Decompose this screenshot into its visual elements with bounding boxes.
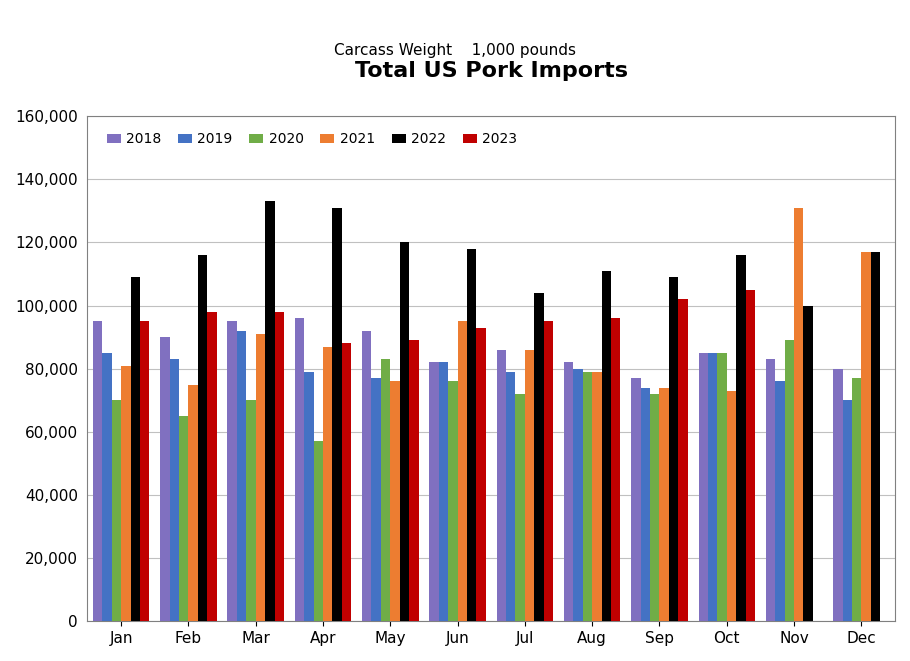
Bar — [130, 277, 140, 621]
Bar — [534, 293, 544, 621]
Bar — [237, 331, 247, 621]
Bar — [573, 369, 582, 621]
Bar — [592, 372, 602, 621]
Bar — [717, 353, 727, 621]
Bar — [794, 208, 804, 621]
Bar — [727, 391, 736, 621]
Bar — [197, 255, 207, 621]
Bar — [430, 362, 439, 621]
Bar — [179, 416, 188, 621]
Bar — [602, 271, 611, 621]
Bar — [582, 372, 592, 621]
Bar — [228, 321, 237, 621]
Bar — [458, 321, 467, 621]
Bar — [93, 321, 102, 621]
Bar — [766, 359, 775, 621]
Bar — [121, 366, 130, 621]
Bar — [871, 252, 880, 621]
Bar — [775, 381, 784, 621]
Bar — [544, 321, 553, 621]
Bar — [390, 381, 399, 621]
Bar — [448, 381, 458, 621]
Bar — [564, 362, 573, 621]
Bar — [525, 350, 534, 621]
Bar — [497, 350, 506, 621]
Bar — [439, 362, 448, 621]
Bar — [515, 394, 525, 621]
Bar — [632, 378, 641, 621]
Bar — [699, 353, 708, 621]
Bar — [745, 290, 755, 621]
Bar — [467, 249, 477, 621]
Bar — [843, 401, 852, 621]
Legend: 2018, 2019, 2020, 2021, 2022, 2023: 2018, 2019, 2020, 2021, 2022, 2023 — [103, 128, 521, 151]
Bar — [381, 359, 390, 621]
Bar — [207, 312, 217, 621]
Bar — [304, 372, 314, 621]
Bar — [410, 340, 419, 621]
Bar — [265, 202, 275, 621]
Bar — [399, 243, 410, 621]
Bar — [160, 337, 169, 621]
Bar — [804, 305, 813, 621]
Bar — [314, 442, 323, 621]
Bar — [188, 385, 197, 621]
Bar — [140, 321, 149, 621]
Text: Carcass Weight    1,000 pounds: Carcass Weight 1,000 pounds — [334, 43, 576, 58]
Bar — [275, 312, 284, 621]
Bar — [611, 318, 621, 621]
Bar — [169, 359, 179, 621]
Bar — [332, 208, 342, 621]
Bar — [641, 387, 650, 621]
Bar — [784, 340, 794, 621]
Bar — [506, 372, 515, 621]
Bar — [669, 277, 678, 621]
Bar — [862, 252, 871, 621]
Bar — [342, 344, 351, 621]
Bar — [708, 353, 717, 621]
Bar — [323, 346, 332, 621]
Bar — [371, 378, 381, 621]
Bar — [102, 353, 112, 621]
Bar — [247, 401, 256, 621]
Bar — [477, 328, 486, 621]
Bar — [736, 255, 745, 621]
Bar — [256, 334, 265, 621]
Bar — [833, 369, 843, 621]
Bar — [112, 401, 121, 621]
Bar — [852, 378, 862, 621]
Bar — [295, 318, 304, 621]
Bar — [650, 394, 660, 621]
Bar — [362, 331, 371, 621]
Title: Total US Pork Imports: Total US Pork Imports — [355, 61, 628, 81]
Bar — [660, 387, 669, 621]
Bar — [678, 299, 688, 621]
